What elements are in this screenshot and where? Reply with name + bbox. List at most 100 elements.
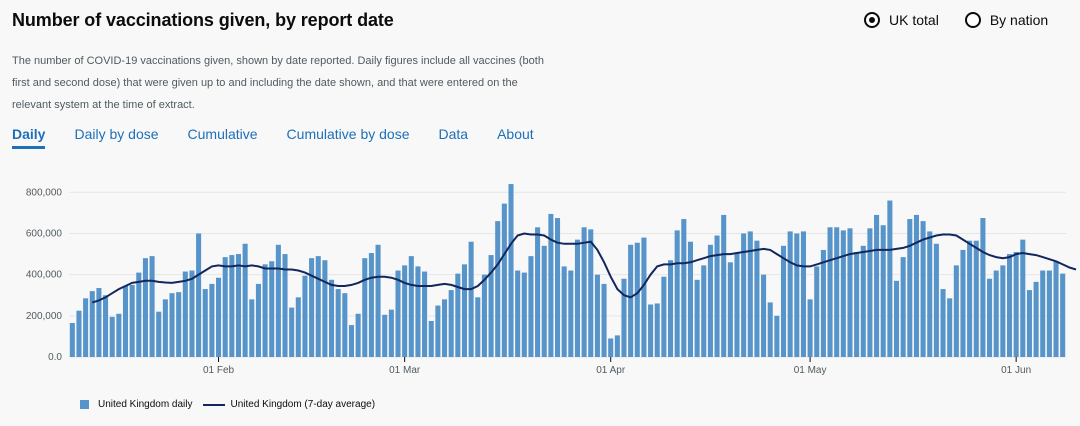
bar[interactable] [329,280,334,357]
bar[interactable] [442,299,447,357]
bar[interactable] [183,272,188,357]
bar[interactable] [781,246,786,357]
bar[interactable] [907,219,912,357]
bar[interactable] [269,261,274,357]
bar[interactable] [881,225,886,357]
bar[interactable] [263,264,268,357]
bar[interactable] [296,297,301,357]
bar[interactable] [960,250,965,357]
bar[interactable] [861,246,866,357]
bar[interactable] [941,289,946,357]
bar[interactable] [96,288,101,357]
bar[interactable] [103,295,108,357]
bar[interactable] [768,302,773,357]
bar[interactable] [608,338,613,357]
bar[interactable] [588,229,593,357]
bar[interactable] [389,310,394,357]
bar[interactable] [369,253,374,357]
bar[interactable] [130,285,135,357]
bar[interactable] [469,242,474,357]
bar[interactable] [701,265,706,357]
bar[interactable] [887,201,892,357]
bar[interactable] [223,257,228,357]
bar[interactable] [70,323,75,357]
bar[interactable] [555,218,560,357]
bar[interactable] [814,266,819,357]
bar[interactable] [515,271,520,357]
bar[interactable] [681,219,686,357]
bar[interactable] [402,265,407,357]
bar[interactable] [289,308,294,357]
bar[interactable] [415,266,420,357]
bar[interactable] [116,314,121,357]
bar[interactable] [110,317,115,357]
bar[interactable] [508,184,513,357]
bar[interactable] [349,325,354,357]
bar[interactable] [801,231,806,357]
bar[interactable] [136,273,141,357]
bar[interactable] [894,281,899,357]
bar[interactable] [1000,265,1005,357]
bar[interactable] [641,238,646,357]
bar[interactable] [316,256,321,357]
bar[interactable] [123,286,128,357]
bar[interactable] [169,293,174,357]
bar[interactable] [143,258,148,357]
bar[interactable] [847,228,852,357]
bar[interactable] [1040,271,1045,357]
bar[interactable] [76,311,81,357]
bar[interactable] [528,256,533,357]
bar[interactable] [695,280,700,357]
bar[interactable] [934,244,939,357]
tab-daily[interactable]: Daily [12,126,45,149]
bar[interactable] [615,335,620,357]
bar[interactable] [628,245,633,357]
tab-daily-by-dose[interactable]: Daily by dose [74,126,158,149]
bar[interactable] [189,271,194,357]
bar[interactable] [974,241,979,357]
bar[interactable] [243,244,248,357]
bar[interactable] [203,289,208,357]
bar[interactable] [209,284,214,357]
bar[interactable] [668,260,673,357]
bar[interactable] [841,230,846,357]
bar[interactable] [342,293,347,357]
bar[interactable] [276,245,281,357]
bar[interactable] [688,242,693,357]
bar[interactable] [734,253,739,357]
bar[interactable] [1007,254,1012,357]
bar[interactable] [449,290,454,357]
bar[interactable] [475,297,480,357]
bar[interactable] [987,279,992,357]
bar[interactable] [535,227,540,357]
bar[interactable] [828,227,833,357]
bar[interactable] [821,250,826,357]
radio-checked-icon[interactable] [864,12,880,28]
bar[interactable] [648,305,653,358]
bar[interactable] [196,233,201,357]
bar[interactable] [980,218,985,357]
bar[interactable] [435,306,440,357]
bar[interactable] [382,315,387,357]
bar[interactable] [595,275,600,357]
bar[interactable] [429,321,434,357]
tab-cumulative-by-dose[interactable]: Cumulative by dose [287,126,410,149]
bar[interactable] [788,231,793,357]
bar[interactable] [409,256,414,357]
bar[interactable] [249,299,254,357]
bar[interactable] [362,258,367,357]
bar[interactable] [562,266,567,357]
bar[interactable] [721,215,726,357]
bar[interactable] [834,227,839,357]
bar[interactable] [582,227,587,357]
bar[interactable] [150,256,155,357]
bar[interactable] [156,312,161,357]
bar[interactable] [927,231,932,357]
bar[interactable] [867,228,872,357]
bar[interactable] [229,255,234,357]
bar[interactable] [1020,240,1025,357]
bar[interactable] [236,254,241,357]
bar[interactable] [808,299,813,357]
bar[interactable] [1047,271,1052,357]
bar[interactable] [621,279,626,357]
